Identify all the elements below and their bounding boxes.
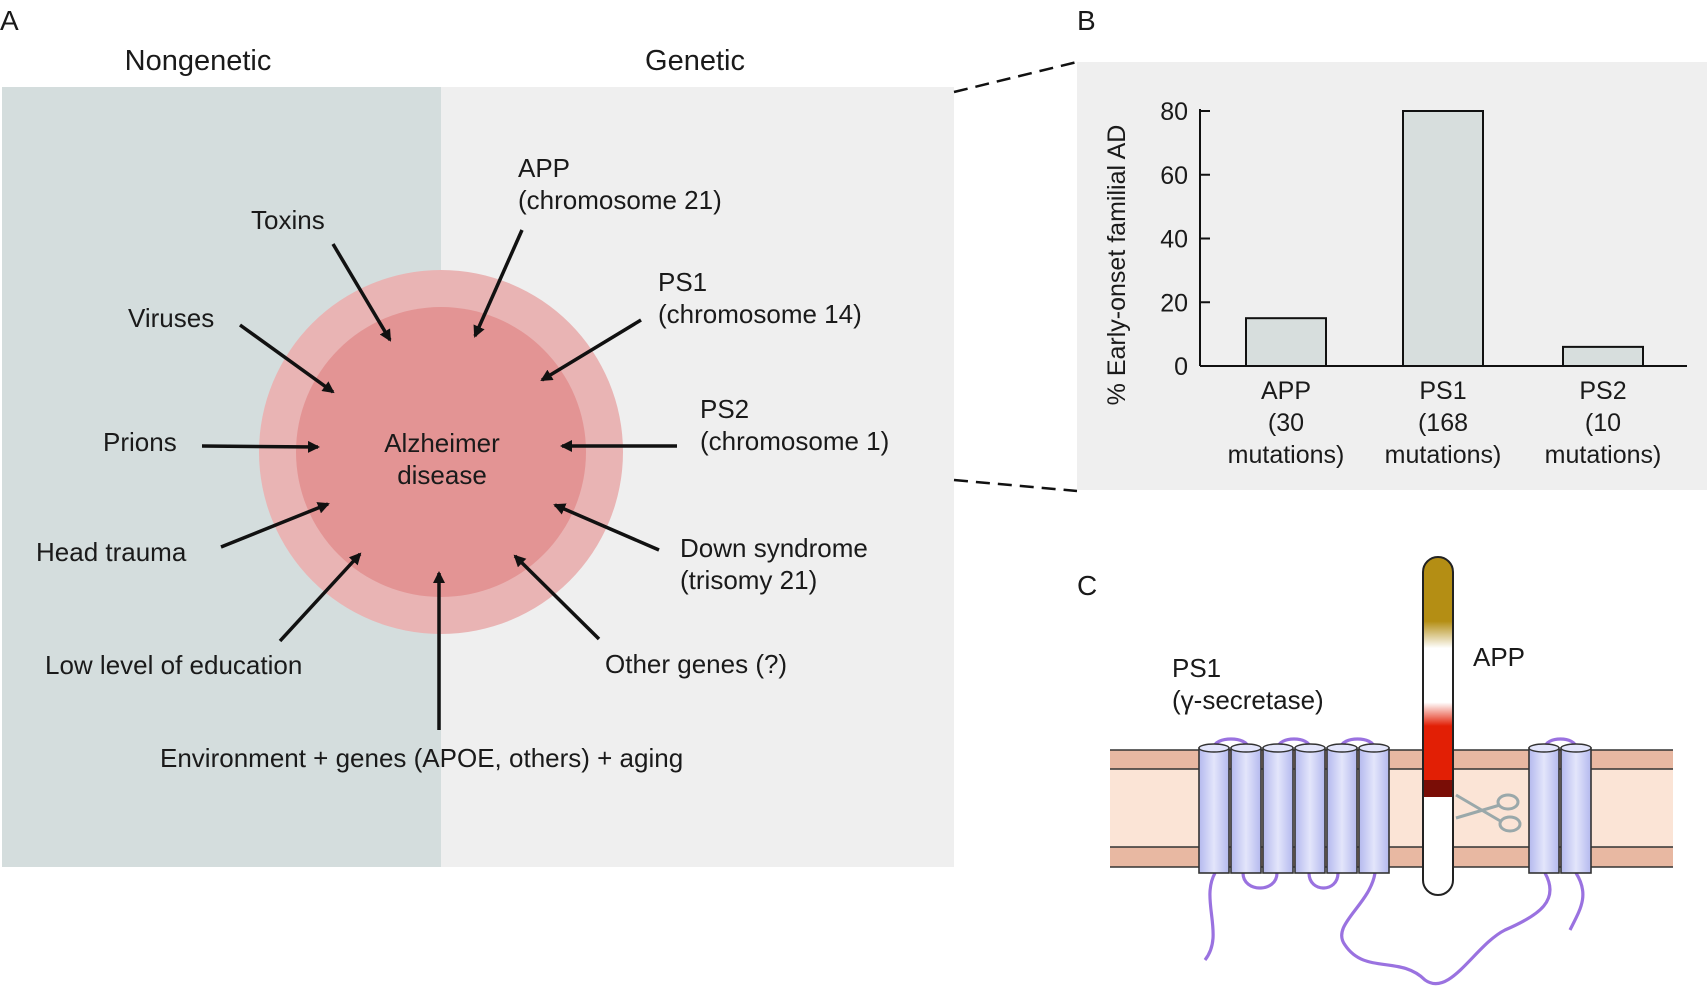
panel-b: B 0 20 40 60 80 % Early-onset familial AD APP (… (1077, 5, 1707, 490)
arrow-prions (201, 440, 320, 453)
panel-a: A Nongenetic Genetic Alzheimer disease T… (0, 5, 954, 867)
arrow-toxins (331, 243, 392, 342)
panel-b-label: B (1077, 5, 1096, 36)
panel-c-label: C (1077, 570, 1097, 601)
arrow-ps1 (540, 318, 642, 382)
genetic-heading: Genetic (645, 45, 745, 77)
connector-bottom (953, 478, 1078, 493)
label-education: Low level of education (45, 650, 302, 680)
label-ps2-line2: (chromosome 1) (700, 426, 889, 456)
category-sublabel: mutations) (1228, 441, 1345, 469)
category-sublabel: (10 (1585, 409, 1621, 437)
category-label: PS2 (1579, 377, 1626, 405)
y-tick-label: 20 (1160, 289, 1188, 317)
label-ps2-line1: PS2 (700, 394, 749, 424)
app-label: APP (1473, 642, 1525, 672)
label-ps1-line2: (chromosome 14) (658, 299, 862, 329)
helix-2 (1230, 743, 1262, 874)
arrow-viruses (238, 323, 335, 394)
y-tick-label: 0 (1174, 353, 1188, 381)
category-sublabel: (30 (1268, 409, 1304, 437)
chart-background (1077, 62, 1707, 490)
label-head-trauma: Head trauma (36, 537, 187, 567)
helix-5 (1326, 743, 1358, 874)
panel-a-label: A (0, 5, 19, 36)
label-app-line2: (chromosome 21) (518, 185, 722, 215)
label-other-genes: Other genes (?) (605, 649, 787, 679)
label-down-line2: (trisomy 21) (680, 565, 817, 595)
label-toxins: Toxins (251, 205, 325, 235)
arrow-head-trauma (220, 502, 330, 549)
bar (1562, 345, 1644, 367)
arrow-other-genes (513, 554, 601, 641)
y-tick-label: 40 (1160, 226, 1188, 254)
connector-top (953, 60, 1078, 94)
label-viruses: Viruses (128, 303, 214, 333)
label-app-line1: APP (518, 153, 570, 183)
helix-8 (1560, 743, 1592, 874)
center-label-line1: Alzheimer (384, 428, 500, 458)
arrow-education (278, 552, 362, 643)
ps1-label: PS1 (1172, 653, 1221, 683)
disease-circle (296, 307, 586, 597)
helix-7 (1528, 743, 1560, 874)
category-sublabel: mutations) (1385, 441, 1502, 469)
y-tick-label: 60 (1160, 162, 1188, 190)
arrow-down-syndrome (553, 503, 660, 552)
app-protein (1422, 556, 1454, 896)
category-label: APP (1261, 377, 1311, 405)
helix-1 (1198, 743, 1230, 874)
y-tick-label: 80 (1160, 98, 1188, 126)
helix-3 (1262, 743, 1294, 874)
center-label-line2: disease (397, 460, 487, 490)
bar (1245, 317, 1327, 367)
ps1-sublabel: (γ-secretase) (1172, 685, 1324, 715)
bar (1402, 110, 1484, 367)
panel-c: C (1077, 556, 1673, 986)
label-ps1-line1: PS1 (658, 267, 707, 297)
ps1-helices (1198, 743, 1592, 874)
category-sublabel: mutations) (1545, 441, 1662, 469)
label-down-line1: Down syndrome (680, 533, 868, 563)
nongenetic-heading: Nongenetic (125, 45, 272, 77)
category-sublabel: (168 (1418, 409, 1468, 437)
y-axis-label: % Early-onset familial AD (1103, 125, 1131, 406)
arrow-app (473, 229, 524, 338)
category-label: PS1 (1419, 377, 1466, 405)
chart: 0 20 40 60 80 % Early-onset familial AD APP (30… (1103, 98, 1687, 469)
helix-4 (1294, 743, 1326, 874)
label-prions: Prions (103, 427, 177, 457)
scissors-icon (1455, 793, 1522, 833)
helix-6 (1358, 743, 1390, 874)
label-environment: Environment + genes (APOE, others) + agi… (160, 743, 683, 773)
